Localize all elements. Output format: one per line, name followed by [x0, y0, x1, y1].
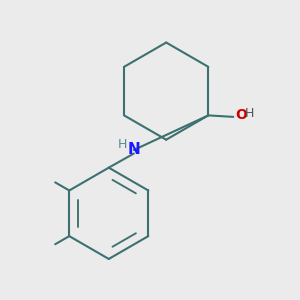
Text: N: N — [128, 142, 140, 158]
Text: H: H — [244, 107, 254, 120]
Text: O: O — [235, 108, 247, 122]
Text: H: H — [118, 138, 127, 151]
